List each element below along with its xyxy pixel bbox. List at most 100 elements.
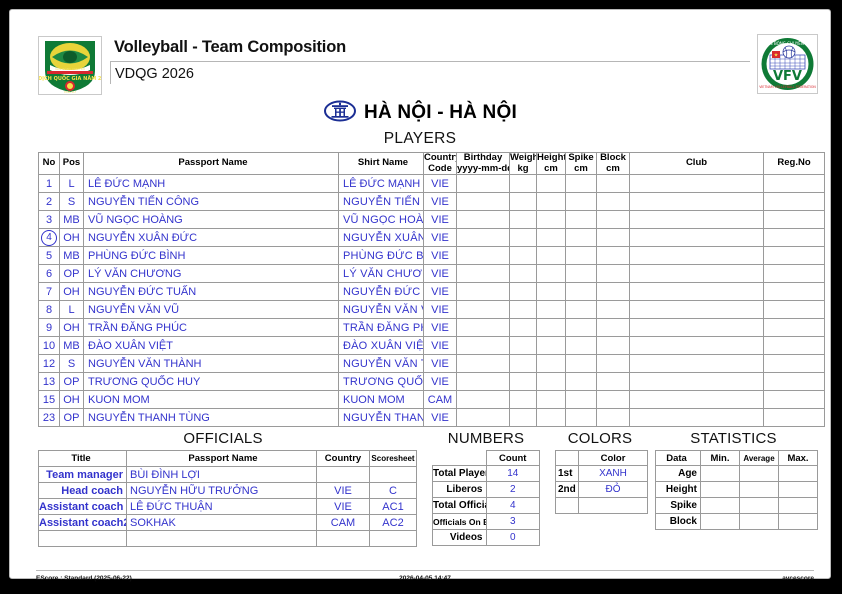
cell-spike[interactable] [565, 228, 597, 247]
cell-birthday[interactable] [456, 192, 510, 211]
cell-spike[interactable] [565, 210, 597, 229]
cell-regno[interactable] [763, 318, 825, 337]
cell-height[interactable] [536, 300, 566, 319]
cell-weight[interactable] [509, 210, 537, 229]
cell-weight[interactable] [509, 408, 537, 427]
cell-block[interactable] [596, 336, 630, 355]
cell-block[interactable] [596, 408, 630, 427]
cell-regno[interactable] [763, 372, 825, 391]
cell-height[interactable] [536, 282, 566, 301]
cell-birthday[interactable] [456, 408, 510, 427]
cell-birthday[interactable] [456, 174, 510, 193]
cell-club[interactable] [629, 408, 764, 427]
cell-club[interactable] [629, 174, 764, 193]
cell-regno[interactable] [763, 246, 825, 265]
cell-weight[interactable] [509, 336, 537, 355]
cell-regno[interactable] [763, 210, 825, 229]
cell-club[interactable] [629, 246, 764, 265]
cell-birthday[interactable] [456, 372, 510, 391]
cell-stat-average[interactable] [739, 513, 779, 530]
cell-club[interactable] [629, 372, 764, 391]
cell-birthday[interactable] [456, 336, 510, 355]
cell-height[interactable] [536, 408, 566, 427]
cell-stat-max[interactable] [778, 481, 818, 498]
cell-height[interactable] [536, 264, 566, 283]
table-row[interactable]: 15 OH KUON MOM KUON MOM CAM [38, 390, 825, 409]
cell-stat-min[interactable] [700, 481, 740, 498]
cell-regno[interactable] [763, 300, 825, 319]
cell-height[interactable] [536, 246, 566, 265]
cell-club[interactable] [629, 264, 764, 283]
cell-club[interactable] [629, 282, 764, 301]
cell-height[interactable] [536, 318, 566, 337]
cell-block[interactable] [596, 318, 630, 337]
cell-block[interactable] [596, 264, 630, 283]
cell-stat-max[interactable] [778, 497, 818, 514]
cell-regno[interactable] [763, 174, 825, 193]
cell-birthday[interactable] [456, 300, 510, 319]
cell-weight[interactable] [509, 228, 537, 247]
cell-regno[interactable] [763, 408, 825, 427]
cell-stat-average[interactable] [739, 465, 779, 482]
cell-stat-min[interactable] [700, 465, 740, 482]
cell-block[interactable] [596, 282, 630, 301]
cell-weight[interactable] [509, 192, 537, 211]
cell-weight[interactable] [509, 318, 537, 337]
cell-block[interactable] [596, 228, 630, 247]
cell-birthday[interactable] [456, 354, 510, 373]
cell-height[interactable] [536, 210, 566, 229]
cell-spike[interactable] [565, 282, 597, 301]
cell-birthday[interactable] [456, 246, 510, 265]
cell-weight[interactable] [509, 282, 537, 301]
cell-weight[interactable] [509, 372, 537, 391]
cell-stat-max[interactable] [778, 513, 818, 530]
cell-birthday[interactable] [456, 282, 510, 301]
cell-stat-max[interactable] [778, 465, 818, 482]
cell-spike[interactable] [565, 390, 597, 409]
cell-regno[interactable] [763, 192, 825, 211]
officials-row[interactable]: Assistant coach2 SOKHAK CAM AC2 [38, 514, 417, 531]
cell-spike[interactable] [565, 264, 597, 283]
cell-height[interactable] [536, 390, 566, 409]
cell-height[interactable] [536, 228, 566, 247]
cell-spike[interactable] [565, 300, 597, 319]
cell-regno[interactable] [763, 228, 825, 247]
cell-birthday[interactable] [456, 264, 510, 283]
cell-club[interactable] [629, 390, 764, 409]
cell-birthday[interactable] [456, 228, 510, 247]
cell-weight[interactable] [509, 174, 537, 193]
cell-birthday[interactable] [456, 390, 510, 409]
cell-block[interactable] [596, 246, 630, 265]
cell-spike[interactable] [565, 408, 597, 427]
cell-club[interactable] [629, 354, 764, 373]
cell-stat-average[interactable] [739, 481, 779, 498]
cell-spike[interactable] [565, 354, 597, 373]
table-row[interactable]: 10 MB ĐÀO XUÂN VIỆT ĐÀO XUÂN VIỆT VIE [38, 336, 825, 355]
cell-regno[interactable] [763, 390, 825, 409]
cell-club[interactable] [629, 336, 764, 355]
cell-height[interactable] [536, 372, 566, 391]
cell-block[interactable] [596, 174, 630, 193]
cell-club[interactable] [629, 300, 764, 319]
cell-height[interactable] [536, 174, 566, 193]
cell-birthday[interactable] [456, 318, 510, 337]
cell-regno[interactable] [763, 354, 825, 373]
cell-weight[interactable] [509, 246, 537, 265]
cell-spike[interactable] [565, 174, 597, 193]
officials-row[interactable]: Team manager BÙI ĐÌNH LỢI [38, 466, 417, 483]
officials-row[interactable]: Assistant coach LÊ ĐỨC THUẬN VIE AC1 [38, 498, 417, 515]
cell-stat-min[interactable] [700, 497, 740, 514]
cell-block[interactable] [596, 390, 630, 409]
cell-birthday[interactable] [456, 210, 510, 229]
cell-height[interactable] [536, 336, 566, 355]
cell-spike[interactable] [565, 372, 597, 391]
cell-club[interactable] [629, 210, 764, 229]
